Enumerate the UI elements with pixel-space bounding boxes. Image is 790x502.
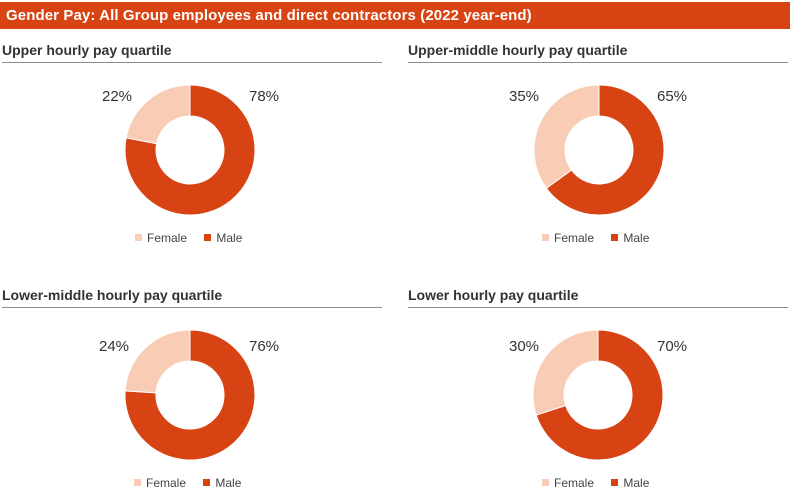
legend: Female Male [135, 231, 256, 245]
male-percent-label: 78% [249, 88, 280, 105]
male-percent-label: 65% [657, 88, 688, 105]
legend-label-female: Female [554, 476, 595, 490]
legend-label-male: Male [623, 476, 650, 490]
male-percent-label: 70% [657, 338, 688, 355]
female-slice [533, 84, 600, 189]
panel-title: Upper hourly pay quartile [2, 42, 382, 63]
legend-item-male: Male [611, 231, 649, 245]
legend-item-male: Male [203, 476, 241, 490]
male-percent-label: 76% [249, 338, 280, 355]
chart-banner-title: Gender Pay: All Group employees and dire… [0, 2, 790, 29]
male-swatch [611, 234, 619, 241]
chart-panel-lower: Lower hourly pay quartile 30% 70% Female… [408, 287, 788, 502]
donut-chart-lower-middle [124, 329, 256, 461]
female-slice [124, 329, 191, 394]
female-swatch [542, 234, 549, 241]
legend: Female Male [542, 476, 663, 490]
legend-label-male: Male [215, 476, 242, 490]
male-slice [545, 84, 665, 216]
female-percent-label: 35% [509, 88, 540, 105]
legend-label-female: Female [554, 231, 595, 245]
chart-panel-upper: Upper hourly pay quartile 22% 78% Female… [2, 42, 382, 257]
male-swatch [203, 479, 211, 486]
female-swatch [134, 479, 141, 486]
legend-item-male: Male [611, 476, 649, 490]
male-swatch [204, 234, 212, 241]
panel-title: Lower hourly pay quartile [408, 287, 788, 308]
male-slice [535, 329, 664, 461]
donut-chart-lower [532, 329, 664, 461]
female-swatch [135, 234, 142, 241]
legend: Female Male [542, 231, 663, 245]
legend-label-female: Female [146, 476, 187, 490]
male-slice [124, 329, 256, 461]
chart-panel-upper-middle: Upper-middle hourly pay quartile 35% 65%… [408, 42, 788, 257]
female-percent-label: 22% [102, 88, 133, 105]
panel-title: Lower-middle hourly pay quartile [2, 287, 382, 308]
donut-chart-upper [124, 84, 256, 216]
chart-panel-lower-middle: Lower-middle hourly pay quartile 24% 76%… [2, 287, 382, 502]
legend-item-female: Female [542, 231, 594, 245]
legend-item-male: Male [204, 231, 242, 245]
female-percent-label: 24% [99, 338, 130, 355]
legend-label-female: Female [147, 231, 188, 245]
legend-item-female: Female [542, 476, 594, 490]
legend-item-female: Female [135, 231, 187, 245]
legend-item-female: Female [134, 476, 186, 490]
female-slice [532, 329, 599, 416]
panel-title: Upper-middle hourly pay quartile [408, 42, 788, 63]
legend-label-male: Male [216, 231, 243, 245]
legend-label-male: Male [623, 231, 650, 245]
female-slice [125, 84, 191, 145]
legend: Female Male [134, 476, 255, 490]
male-swatch [611, 479, 619, 486]
female-swatch [542, 479, 549, 486]
male-slice [124, 84, 256, 216]
female-percent-label: 30% [509, 338, 540, 355]
donut-chart-upper-middle [533, 84, 665, 216]
